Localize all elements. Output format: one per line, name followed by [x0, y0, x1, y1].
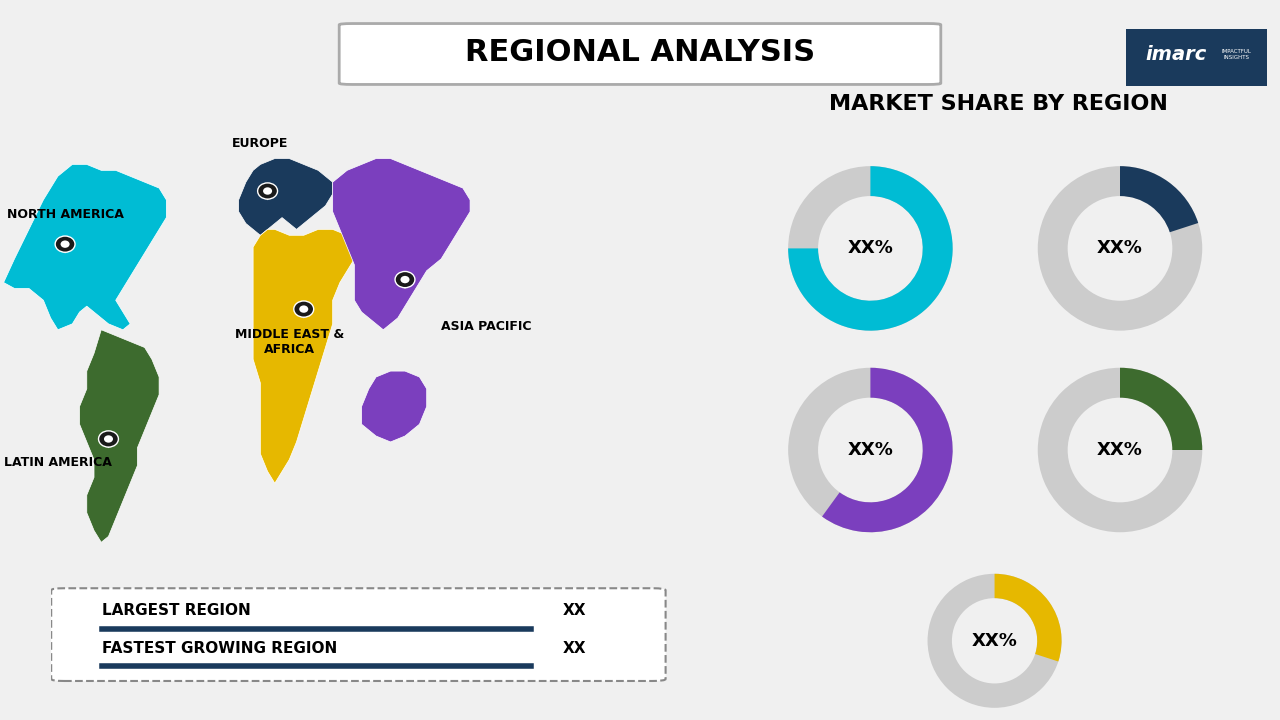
Wedge shape: [1120, 368, 1202, 450]
Text: XX: XX: [563, 642, 586, 656]
Text: MARKET SHARE BY REGION: MARKET SHARE BY REGION: [829, 94, 1167, 114]
Circle shape: [104, 436, 113, 443]
Wedge shape: [995, 574, 1061, 662]
FancyBboxPatch shape: [339, 24, 941, 84]
Wedge shape: [1038, 368, 1202, 532]
Wedge shape: [788, 166, 952, 330]
Polygon shape: [253, 230, 355, 483]
Wedge shape: [1038, 166, 1202, 330]
Text: REGIONAL ANALYSIS: REGIONAL ANALYSIS: [465, 38, 815, 67]
Text: LATIN AMERICA: LATIN AMERICA: [4, 456, 111, 469]
Wedge shape: [822, 368, 952, 532]
Text: XX: XX: [563, 603, 586, 618]
Wedge shape: [788, 166, 952, 330]
Wedge shape: [1120, 166, 1198, 233]
Text: XX%: XX%: [847, 441, 893, 459]
Text: EUROPE: EUROPE: [232, 137, 288, 150]
Text: ASIA PACIFIC: ASIA PACIFIC: [442, 320, 531, 333]
Polygon shape: [361, 371, 426, 442]
Polygon shape: [396, 278, 413, 289]
Circle shape: [396, 271, 415, 288]
FancyBboxPatch shape: [1120, 26, 1275, 89]
Text: XX%: XX%: [972, 632, 1018, 649]
Text: IMPACTFUL
INSIGHTS: IMPACTFUL INSIGHTS: [1221, 49, 1251, 60]
Wedge shape: [788, 368, 952, 532]
Circle shape: [401, 276, 410, 283]
Polygon shape: [4, 164, 166, 330]
Polygon shape: [259, 189, 276, 200]
Text: LARGEST REGION: LARGEST REGION: [102, 603, 251, 618]
Polygon shape: [238, 158, 333, 235]
Polygon shape: [100, 438, 118, 448]
Circle shape: [300, 305, 308, 312]
Circle shape: [264, 187, 273, 194]
Polygon shape: [333, 158, 470, 330]
Text: XX%: XX%: [1097, 441, 1143, 459]
Text: imarc: imarc: [1146, 45, 1206, 64]
Circle shape: [55, 236, 76, 252]
Polygon shape: [56, 243, 74, 253]
Polygon shape: [79, 330, 159, 542]
Circle shape: [99, 431, 119, 447]
Text: XX%: XX%: [847, 239, 893, 257]
FancyBboxPatch shape: [51, 588, 666, 681]
Wedge shape: [928, 574, 1061, 708]
Text: MIDDLE EAST &
AFRICA: MIDDLE EAST & AFRICA: [234, 328, 344, 356]
Circle shape: [257, 183, 278, 199]
Text: XX%: XX%: [1097, 239, 1143, 257]
Polygon shape: [294, 307, 312, 318]
Circle shape: [60, 240, 69, 248]
Circle shape: [294, 301, 314, 318]
Text: NORTH AMERICA: NORTH AMERICA: [6, 207, 124, 220]
Text: FASTEST GROWING REGION: FASTEST GROWING REGION: [102, 642, 338, 656]
